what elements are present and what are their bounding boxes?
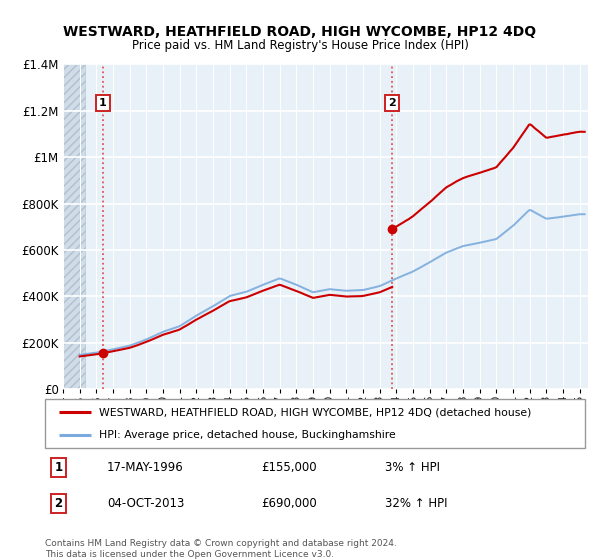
Text: Contains HM Land Registry data © Crown copyright and database right 2024.
This d: Contains HM Land Registry data © Crown c…: [45, 539, 397, 559]
FancyBboxPatch shape: [45, 399, 585, 448]
Text: 1: 1: [99, 99, 107, 109]
Text: 32% ↑ HPI: 32% ↑ HPI: [385, 497, 448, 510]
Text: 17-MAY-1996: 17-MAY-1996: [107, 461, 184, 474]
Text: WESTWARD, HEATHFIELD ROAD, HIGH WYCOMBE, HP12 4DQ (detached house): WESTWARD, HEATHFIELD ROAD, HIGH WYCOMBE,…: [99, 407, 532, 417]
Bar: [63, 64, 85, 389]
Text: HPI: Average price, detached house, Buckinghamshire: HPI: Average price, detached house, Buck…: [99, 430, 396, 440]
Text: 2: 2: [388, 99, 396, 109]
Text: 04-OCT-2013: 04-OCT-2013: [107, 497, 184, 510]
Text: 2: 2: [55, 497, 62, 510]
Text: £155,000: £155,000: [261, 461, 317, 474]
Text: Price paid vs. HM Land Registry's House Price Index (HPI): Price paid vs. HM Land Registry's House …: [131, 39, 469, 52]
Text: 3% ↑ HPI: 3% ↑ HPI: [385, 461, 440, 474]
Text: WESTWARD, HEATHFIELD ROAD, HIGH WYCOMBE, HP12 4DQ: WESTWARD, HEATHFIELD ROAD, HIGH WYCOMBE,…: [64, 25, 536, 39]
Text: £690,000: £690,000: [261, 497, 317, 510]
Text: 1: 1: [55, 461, 62, 474]
